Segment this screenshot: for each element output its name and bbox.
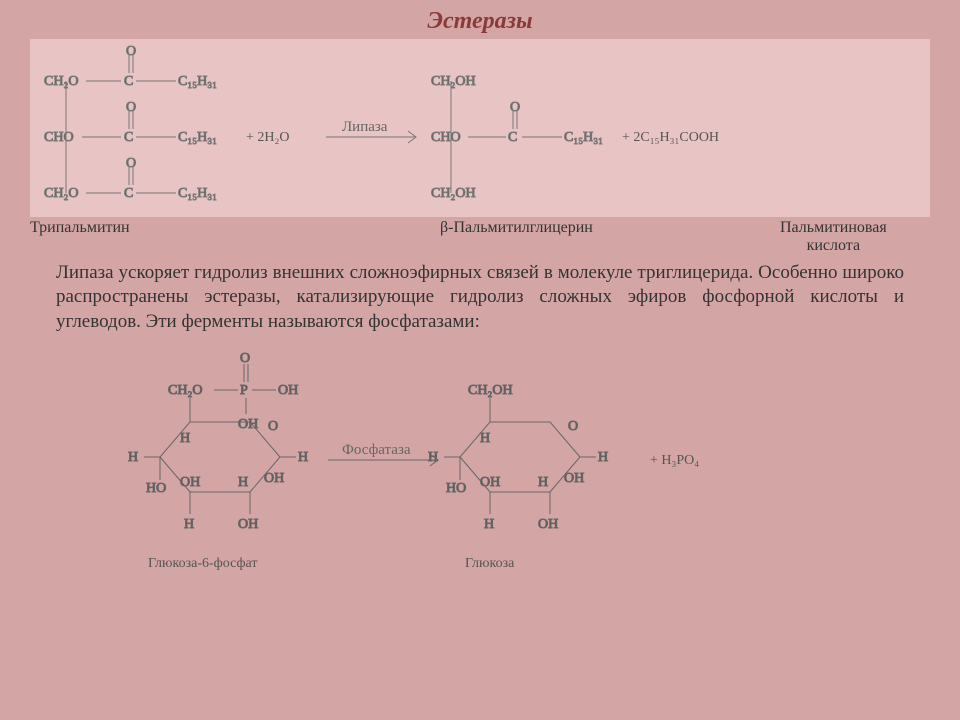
svg-text:O: O [126,156,136,171]
svg-text:+ 2H₂O: + 2H₂O [246,130,290,145]
label-palmitic-acid-line1: Пальмитиновая [780,219,887,237]
svg-text:H: H [180,431,190,446]
svg-text:C: C [508,130,517,145]
svg-text:CH₂O: CH₂O [168,383,202,398]
svg-text:H: H [538,475,548,490]
svg-text:CHO: CHO [44,130,74,145]
svg-text:H: H [128,450,138,465]
label-palmitic-acid-line2: кислота [780,237,887,255]
body-paragraph: Липаза ускоряет гидролиз внешних сложноэ… [56,261,904,334]
label-tripalmitin: Трипальмитин [30,219,230,255]
svg-text:P: P [240,383,248,398]
label-glucose: Глюкоза [465,556,515,571]
reaction-1-labels: Трипальмитин β-Пальмитилглицерин Пальмит… [30,219,930,255]
svg-text:OH: OH [564,471,584,486]
svg-text:H: H [428,450,438,465]
reaction-1-schema: CH₂O C O C₁₅H₃₁ CHO C O C₁₅H₃₁ CH₂O C O … [30,39,930,217]
svg-text:+ 2C₁₅H₃₁COOH: + 2C₁₅H₃₁COOH [622,130,719,145]
svg-text:C: C [124,74,133,89]
svg-text:OH: OH [238,417,258,432]
svg-text:OH: OH [180,475,200,490]
reaction-2-schema: O CH₂O P O OH OH H HO H OH H OH H H OH Ф… [120,342,880,602]
svg-text:C₁₅H₃₁: C₁₅H₃₁ [178,130,217,145]
svg-text:Фосфатаза: Фосфатаза [342,442,411,458]
svg-text:C₁₅H₃₁: C₁₅H₃₁ [564,130,603,145]
svg-text:CH₂O: CH₂O [44,74,78,89]
svg-text:CH₂OH: CH₂OH [468,383,513,398]
svg-text:OH: OH [480,475,500,490]
svg-text:HO: HO [146,481,166,496]
svg-text:C: C [124,186,133,201]
svg-text:HO: HO [446,481,466,496]
svg-text:Липаза: Липаза [342,119,388,135]
svg-text:C₁₅H₃₁: C₁₅H₃₁ [178,186,217,201]
svg-text:O: O [568,419,578,434]
svg-text:OH: OH [264,471,284,486]
svg-text:+ H₃PO₄: + H₃PO₄ [650,453,699,468]
svg-text:H: H [298,450,308,465]
svg-text:H: H [238,475,248,490]
svg-text:O: O [510,100,520,115]
svg-text:CH₂OH: CH₂OH [431,74,476,89]
svg-text:O: O [268,419,278,434]
svg-text:H: H [480,431,490,446]
svg-text:OH: OH [238,517,258,532]
svg-text:O: O [126,45,136,59]
svg-text:CH₂OH: CH₂OH [431,186,476,201]
svg-text:C₁₅H₃₁: C₁₅H₃₁ [178,74,217,89]
svg-text:H: H [184,517,194,532]
svg-text:CHO: CHO [431,130,461,145]
label-beta-palmitylglycerin: β-Пальмитилглицерин [440,219,640,255]
svg-text:OH: OH [538,517,558,532]
svg-text:C: C [124,130,133,145]
svg-text:O: O [240,351,250,366]
svg-text:H: H [598,450,608,465]
page-title: Эстеразы [0,0,960,39]
svg-text:CH₂O: CH₂O [44,186,78,201]
label-g6p: Глюкоза-6-фосфат [148,556,258,571]
svg-text:H: H [484,517,494,532]
svg-text:O: O [126,100,136,115]
svg-text:OH: OH [278,383,298,398]
